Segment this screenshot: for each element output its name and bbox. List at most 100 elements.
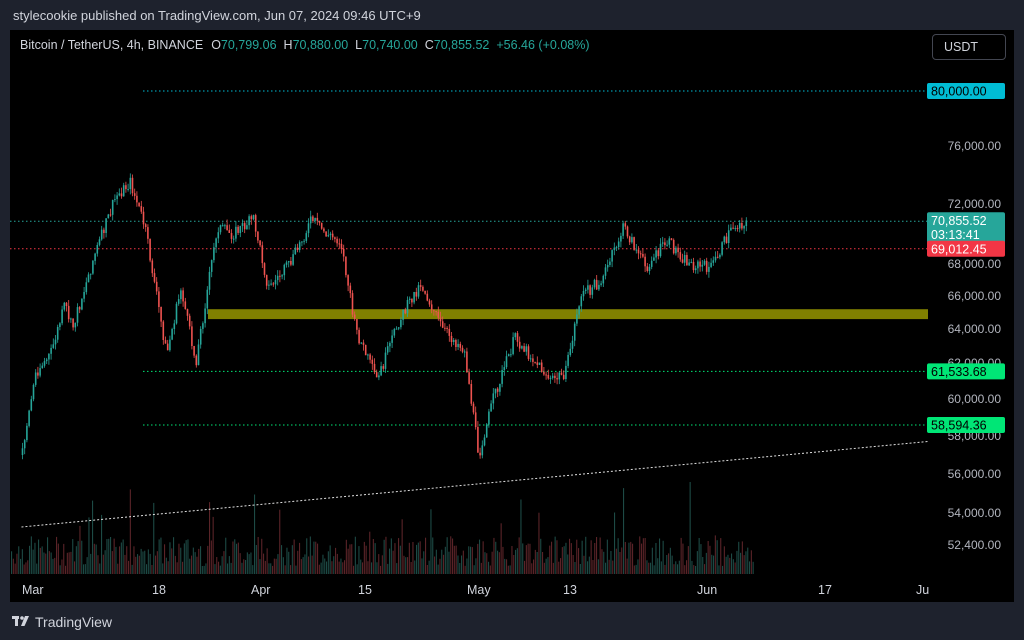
candle (83, 287, 85, 303)
candlestick-chart[interactable]: 76,000.00 72,000.00 68,000.00 66,000.00 64,0… (10, 30, 1014, 602)
candle (105, 218, 107, 238)
candle (149, 238, 151, 263)
price-tag: 61,533.68 (927, 363, 1005, 380)
candle (617, 237, 620, 250)
volume-bar (723, 546, 725, 574)
volume-bar (538, 512, 540, 574)
volume-bar (560, 558, 562, 574)
candle (206, 286, 209, 315)
volume-bar (405, 557, 407, 574)
volume-bar (221, 556, 223, 574)
volume-bar (390, 538, 392, 574)
currency-button[interactable]: USDT (932, 34, 1006, 60)
publisher-text: stylecookie published on TradingView.com… (13, 8, 421, 23)
volume-bar (133, 546, 135, 574)
volume-bar (509, 565, 511, 574)
candle (672, 238, 675, 255)
volume-bar (482, 541, 484, 574)
open-label: O (211, 38, 221, 52)
candle (171, 327, 173, 341)
volume-bar (720, 538, 722, 574)
support-zone (208, 309, 928, 320)
volume-bar (111, 551, 113, 574)
candle (650, 256, 653, 270)
volume-bar (270, 563, 272, 574)
volume-bar (518, 537, 520, 574)
candle (406, 296, 409, 317)
volume-bar (543, 562, 545, 574)
volume-bar (477, 543, 479, 574)
candle (241, 219, 244, 232)
volume-bar (326, 561, 328, 574)
close-value: 70,855.52 (433, 38, 490, 52)
volume-bar (59, 565, 61, 574)
candle (127, 183, 129, 192)
volume-bar (12, 558, 14, 574)
volume-bar (81, 540, 83, 574)
volume-bar (383, 539, 385, 574)
volume-bar (621, 547, 623, 574)
volume-bar (189, 558, 191, 574)
volume-bar (574, 562, 576, 574)
volume-bar (223, 551, 225, 574)
volume-bar (671, 555, 673, 574)
volume-bar (41, 546, 43, 574)
volume-bar (216, 557, 218, 574)
candle (175, 301, 178, 325)
candle (501, 365, 503, 388)
candle (408, 296, 411, 304)
volume-bar (624, 542, 626, 574)
candle (437, 306, 440, 321)
candle (45, 357, 48, 364)
candle (400, 317, 402, 330)
candle (624, 220, 627, 230)
candle (439, 311, 442, 327)
candle (351, 290, 354, 318)
volume-bar (99, 563, 101, 574)
volume-bar (272, 565, 274, 574)
candle (268, 280, 270, 290)
y-tick-label: 56,000.00 (948, 467, 1002, 481)
volume-bar (651, 547, 653, 574)
low-label: L (355, 38, 363, 52)
candle (254, 213, 257, 237)
candle (334, 236, 336, 243)
candle (307, 218, 310, 238)
tradingview-logo-icon[interactable] (12, 613, 30, 629)
candle (494, 388, 497, 399)
volume-bar (628, 542, 630, 574)
volume-bar (689, 482, 691, 574)
volume-bar (29, 545, 31, 574)
volume-bar (371, 562, 373, 574)
candle (527, 344, 530, 361)
volume-bar (659, 538, 661, 574)
candle (545, 371, 547, 380)
volume-bar (282, 557, 284, 574)
volume-bar (90, 553, 92, 574)
volume-bar (263, 553, 265, 574)
candle (197, 339, 200, 366)
price-tag: 69,012.45 (927, 240, 1005, 257)
price-tag-label: 69,012.45 (931, 242, 987, 256)
tradingview-brand[interactable]: TradingView (35, 614, 113, 630)
candle (199, 326, 202, 349)
volume-bar (455, 545, 457, 574)
candle (426, 290, 429, 302)
volume-bar (734, 562, 736, 574)
close-label: C (424, 38, 434, 52)
candle (633, 236, 635, 251)
candle (397, 327, 400, 331)
volume-bar (380, 565, 382, 574)
volume-bar (304, 554, 306, 574)
volume-bar (507, 565, 509, 574)
candle (714, 251, 717, 263)
candle (595, 275, 598, 290)
volume-bar (608, 559, 610, 574)
candle (558, 371, 561, 385)
candle (92, 260, 94, 275)
volume-bar (56, 536, 58, 574)
candle (378, 372, 380, 381)
candle (186, 308, 189, 321)
horizontal-lines (10, 90, 928, 426)
volume-bar (43, 552, 45, 574)
